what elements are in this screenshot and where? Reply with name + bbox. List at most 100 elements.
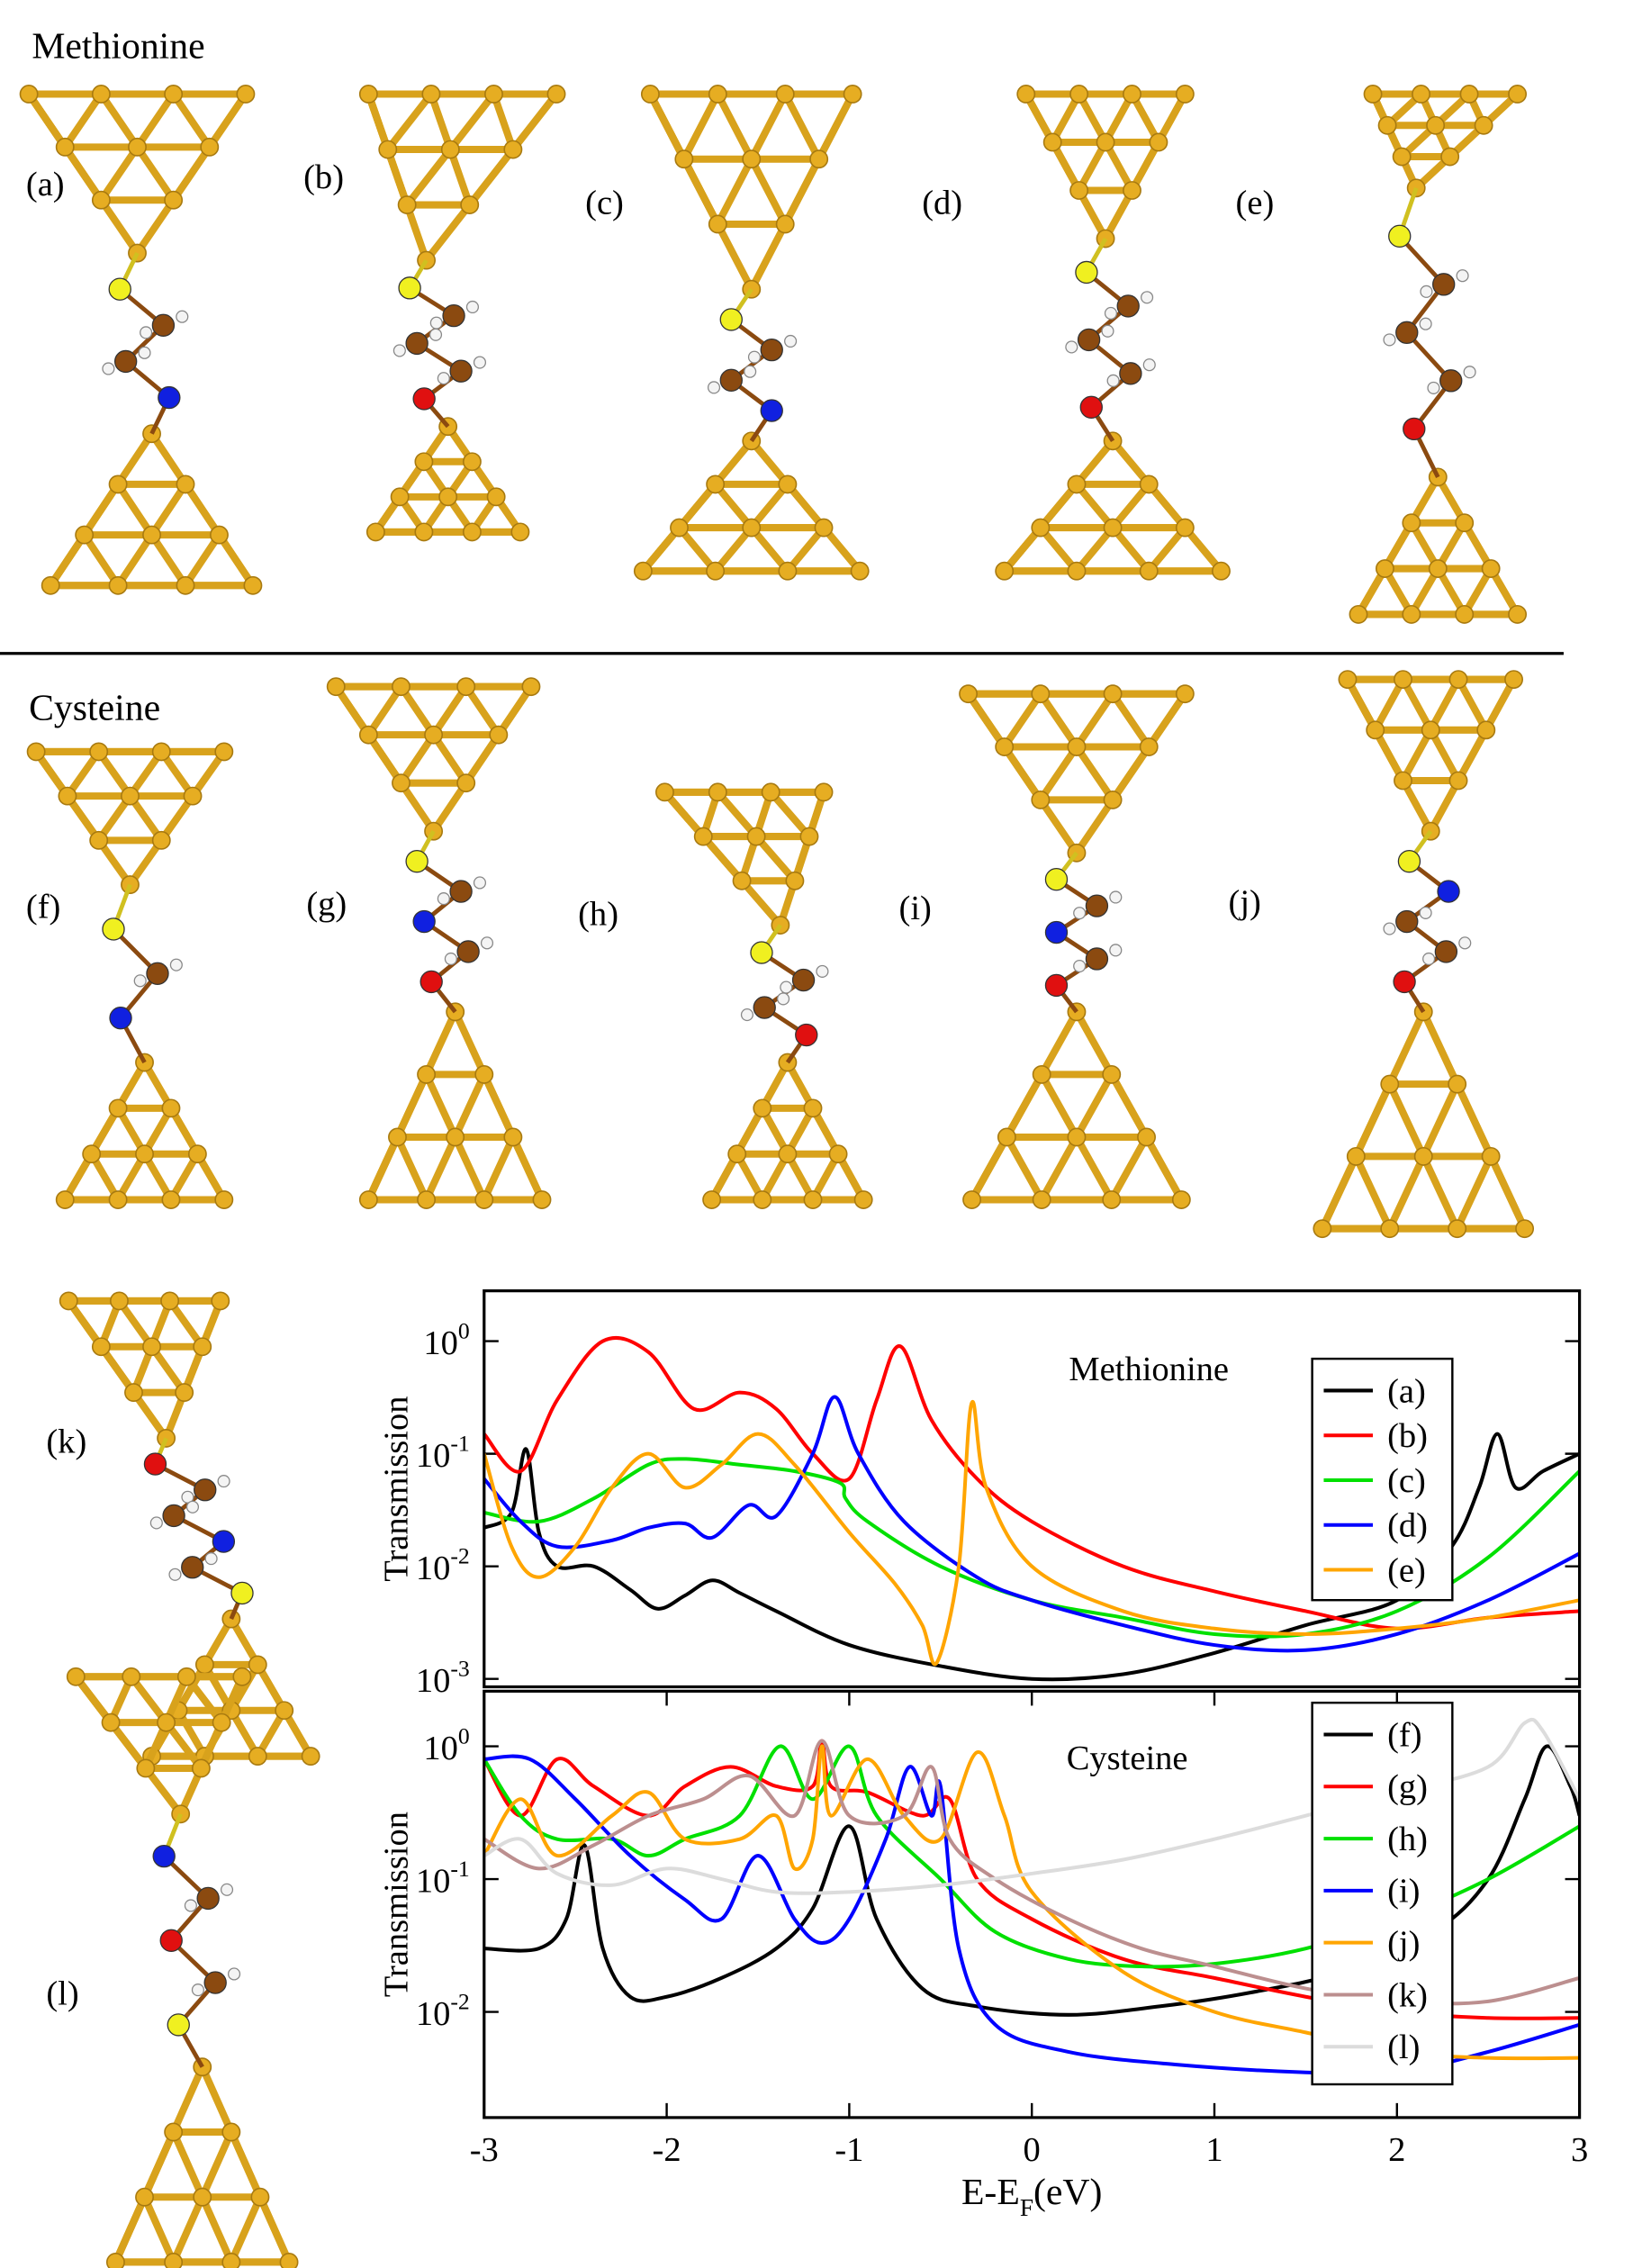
gold-atom [778, 1144, 798, 1164]
atom [473, 356, 487, 369]
gold-atom [414, 522, 434, 542]
structures: (a) (b) (c) (d) (e) (f) (g) (h) (i) (j) (k) (l) [19, 85, 1535, 2268]
bond [1036, 480, 1080, 532]
atom [1388, 224, 1412, 248]
electrode [702, 1053, 873, 1209]
bond [422, 1133, 459, 1204]
gold-atom [279, 2253, 299, 2268]
bond [227, 2193, 264, 2266]
bond [1072, 1133, 1115, 1204]
atom [149, 1516, 163, 1530]
gold-atom [1402, 604, 1421, 624]
panel-label: (e) [1236, 185, 1275, 222]
bond [140, 2193, 177, 2266]
molecule [405, 830, 494, 1014]
gold-atom [803, 1098, 823, 1118]
electrode [640, 85, 862, 299]
series-line [483, 1744, 1580, 2061]
gold-atom [151, 742, 171, 762]
bond [1109, 480, 1153, 532]
electrode [358, 85, 566, 270]
gold-atom [214, 1190, 234, 1209]
atom [449, 880, 473, 903]
bond [80, 480, 122, 539]
atom [181, 1490, 194, 1504]
gold-atom [248, 1655, 267, 1675]
atom [1439, 369, 1463, 393]
electrode [55, 1053, 234, 1209]
gold-atom [75, 525, 95, 545]
bond [1142, 1133, 1186, 1204]
gold-atom [122, 1667, 141, 1686]
bond [169, 2128, 206, 2201]
bond [332, 682, 373, 739]
bond [1343, 675, 1379, 734]
atom [444, 952, 457, 966]
panel-label: (f) [26, 889, 60, 926]
atom [816, 964, 829, 978]
gold-atom [995, 561, 1015, 581]
y-tick-base: 10 [416, 1862, 451, 1900]
gold-atom [484, 85, 503, 104]
gold-atom [1139, 737, 1159, 756]
gold-atom [1069, 181, 1089, 200]
gold-atom [171, 1804, 191, 1824]
gold-atom [995, 737, 1015, 756]
gold-atom [232, 1667, 252, 1686]
bond [97, 90, 141, 151]
bond [1000, 690, 1044, 751]
bond [747, 155, 789, 228]
bond [1038, 1071, 1080, 1141]
series-group [483, 1335, 1580, 1682]
gold-atom [136, 1758, 156, 1778]
gold-atom [397, 195, 417, 214]
bond [61, 90, 105, 151]
molecule [1383, 187, 1476, 478]
bond [114, 531, 156, 590]
atom [203, 1971, 227, 1994]
bond [169, 2193, 206, 2266]
gold-atom [414, 452, 434, 472]
bond [646, 90, 688, 163]
atom [1395, 909, 1419, 934]
bond [509, 1133, 546, 1204]
bond [1399, 675, 1435, 734]
bond [198, 2063, 235, 2136]
legend-label: (d) [1387, 1507, 1428, 1545]
bond [403, 146, 455, 209]
gold-atom [633, 561, 653, 581]
bond [451, 1071, 488, 1141]
gold-atom [462, 452, 482, 472]
chart-title: Cysteine [1067, 1739, 1188, 1777]
gold-atom [1102, 1190, 1122, 1209]
series-line [483, 1399, 1580, 1667]
gold-atom [210, 525, 229, 545]
atom [412, 387, 436, 411]
electrode [1313, 1002, 1535, 1239]
bond [422, 1071, 459, 1141]
series-line [483, 1739, 1580, 2020]
gold-atom [164, 85, 184, 104]
bond [183, 1673, 226, 1727]
gold-atom [55, 1190, 75, 1209]
atom [230, 1581, 254, 1605]
atom [405, 849, 429, 873]
atom [1065, 340, 1078, 354]
electrode [995, 431, 1231, 581]
gold-atom [1032, 1190, 1051, 1209]
gold-atom [1149, 132, 1168, 152]
gold-atom [1139, 561, 1159, 581]
plots: 10010-110-210-3TransmissionMethionine(a)… [378, 1289, 1588, 2221]
gold-atom [1448, 771, 1468, 791]
bond [747, 437, 791, 488]
bond [1145, 524, 1189, 575]
gold-atom [175, 1383, 194, 1403]
y-tick-label: 10-2 [416, 1542, 470, 1587]
gold-atom [151, 830, 171, 850]
y-axis-label: Transmission [378, 1396, 416, 1582]
plot-frame [483, 1289, 1582, 1689]
gold-atom [462, 522, 482, 542]
panel-label: (d) [922, 185, 962, 222]
gold-atom [417, 1190, 437, 1209]
bond [711, 524, 755, 575]
